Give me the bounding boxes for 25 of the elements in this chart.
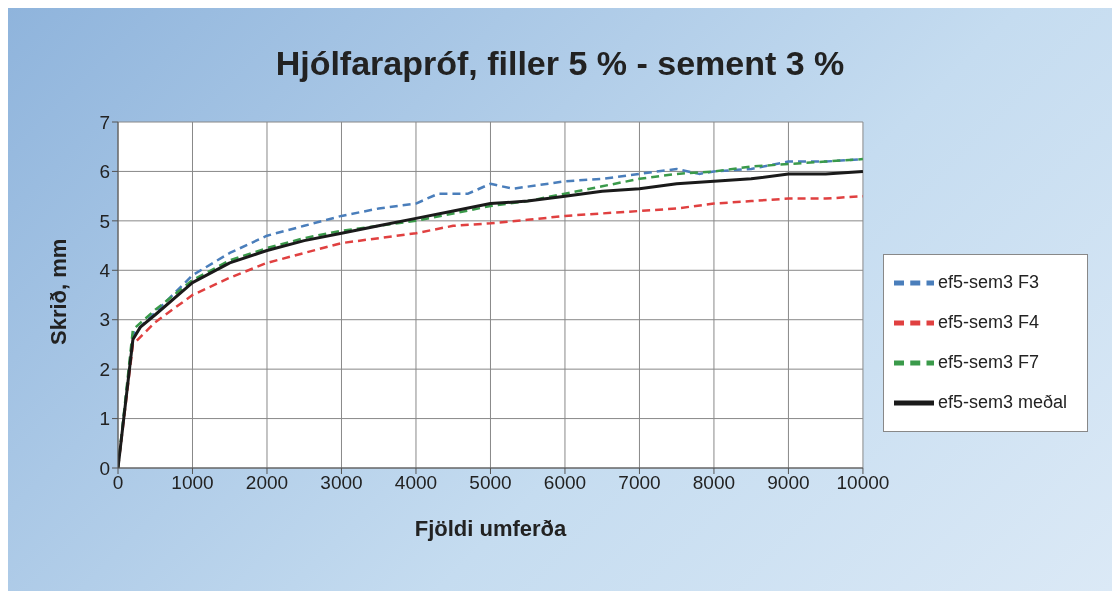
legend-label: ef5-sem3 F7	[937, 351, 1039, 372]
x-tick-label: 9000	[767, 472, 810, 494]
legend-label: ef5-sem3 meðal	[937, 391, 1067, 412]
x-tick-label: 1000	[171, 472, 214, 494]
legend-label: ef5-sem3 F3	[937, 271, 1039, 292]
x-tick-label: 6000	[543, 472, 587, 494]
x-tick-label: 7000	[618, 472, 661, 494]
y-tick-label: 0	[99, 457, 110, 479]
y-tick-label: 4	[99, 260, 111, 282]
y-axis-title: Skrið, mm	[45, 238, 71, 345]
legend-label: ef5-sem3 F4	[937, 311, 1039, 332]
x-tick-label: 2000	[245, 472, 289, 494]
x-tick-label: 10000	[836, 472, 890, 494]
x-axis-title: Fjöldi umferða	[414, 516, 568, 541]
y-tick-label: 3	[99, 309, 110, 331]
x-tick-label: 4000	[394, 472, 438, 494]
x-tick-label: 8000	[692, 472, 736, 494]
x-tick-label: 5000	[469, 472, 512, 494]
y-tick-label: 6	[99, 161, 110, 183]
y-tick-label: 7	[99, 111, 110, 133]
y-tick-label: 2	[99, 358, 110, 380]
chart-title: Hjólfarapróf, filler 5 % - sement 3 %	[274, 44, 846, 83]
y-tick-label: 1	[99, 408, 110, 430]
y-tick-label: 5	[99, 210, 110, 232]
x-tick-label: 3000	[320, 472, 363, 494]
